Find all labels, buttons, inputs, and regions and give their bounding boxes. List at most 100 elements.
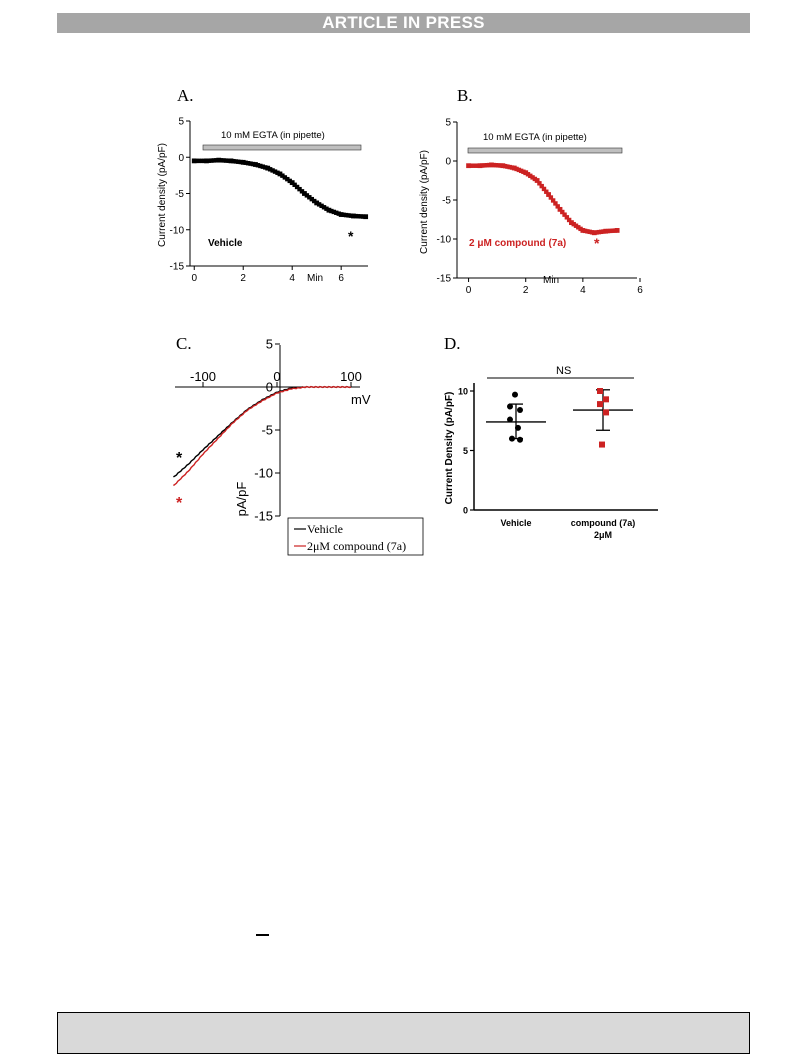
data-point [194,158,199,164]
data-point [226,158,231,163]
data-point [243,160,248,165]
data-point [343,212,349,218]
data-point [338,212,344,217]
data-point [591,230,597,236]
iv-curve-compound [172,385,352,487]
y-tick-label: -5 [442,196,451,207]
data-point [353,213,359,219]
panel-a-egta-label: 10 mM EGTA (in pipette) [221,130,325,141]
data-point [511,165,517,171]
panel-c-asterisk-compound: * [176,495,183,512]
data-point [587,229,592,235]
data-point [553,201,558,206]
data-point [206,158,212,163]
y-tick-label: -15 [437,274,452,285]
data-point [236,159,241,164]
data-point [196,158,202,164]
data-point [517,407,523,414]
data-point [562,212,567,217]
data-point [491,162,496,168]
y-tick-label: 5 [178,117,184,128]
panel-a-x-unit: Min [307,273,323,284]
data-point [216,157,222,163]
data-point [546,192,551,197]
data-point [263,165,268,170]
y-tick-label: 5 [463,446,468,456]
data-point [270,168,275,173]
data-point [326,207,332,213]
data-point [564,215,570,220]
data-point [304,193,310,198]
data-point [280,173,285,178]
data-point [525,172,531,177]
data-point [255,163,261,168]
panel-d-group-label-vehicle: Vehicle [500,518,531,528]
data-point [541,186,547,192]
data-point [272,169,278,174]
data-point [228,158,234,164]
data-point [528,173,533,179]
data-point [512,391,518,398]
data-point [509,435,515,442]
data-point [336,211,341,216]
y-tick-label: 0 [266,380,273,395]
data-point [516,167,522,173]
x-tick-label: 2 [240,273,246,284]
data-point [285,176,290,182]
data-point [605,228,611,234]
data-point [477,163,483,169]
data-point [507,416,513,423]
data-point [517,436,523,443]
data-point [594,230,599,235]
stray-dash [256,934,269,936]
data-point [324,206,329,211]
panel-b-egta-label: 10 mM EGTA (in pipette) [483,132,587,143]
data-point [576,225,581,230]
data-point [484,163,490,168]
data-point [211,158,217,163]
panel-a-label: A. [177,86,194,105]
data-point [534,178,540,183]
data-point [470,163,476,168]
data-point [500,163,506,169]
data-point [548,195,554,200]
data-point [319,203,324,209]
panel-c-asterisk-vehicle: * [176,450,183,467]
data-point [496,163,501,168]
data-point [250,161,256,167]
data-point [233,159,239,164]
data-point [214,158,219,163]
data-point [287,178,292,184]
x-tick-label: -100 [190,369,216,384]
data-point [260,164,266,169]
data-point [253,162,258,167]
data-point [585,229,590,234]
x-tick-label: 2 [523,285,529,296]
data-point [231,158,236,164]
data-point [599,441,605,448]
data-point [223,158,229,163]
data-point [363,214,369,220]
data-point [334,210,339,215]
panel-a-y-label: Current density (pA/pF) [157,143,168,247]
panel-d-group-label-compound: compound (7a) [571,518,636,528]
panel-c-x-label: mV [351,392,371,407]
data-point [507,164,512,170]
y-tick-label: 5 [445,118,451,129]
data-point [598,229,604,235]
data-point [493,163,499,168]
panel-c-legend-compound: 2μM compound (7a) [307,539,406,553]
data-point [321,205,327,210]
data-point [238,159,243,165]
y-tick-label: 0 [445,157,451,168]
data-point [356,214,361,219]
panel-b-asterisk: * [594,235,600,251]
panel-d-ns-label: NS [556,365,571,377]
panel-d-y-label: Current Density (pA/pF) [444,392,455,505]
y-tick-label: 10 [458,387,468,397]
data-point [209,158,214,163]
data-point [289,180,295,186]
panel-c-legend-vehicle: Vehicle [307,522,343,536]
data-point [544,189,549,194]
data-point [314,200,320,206]
